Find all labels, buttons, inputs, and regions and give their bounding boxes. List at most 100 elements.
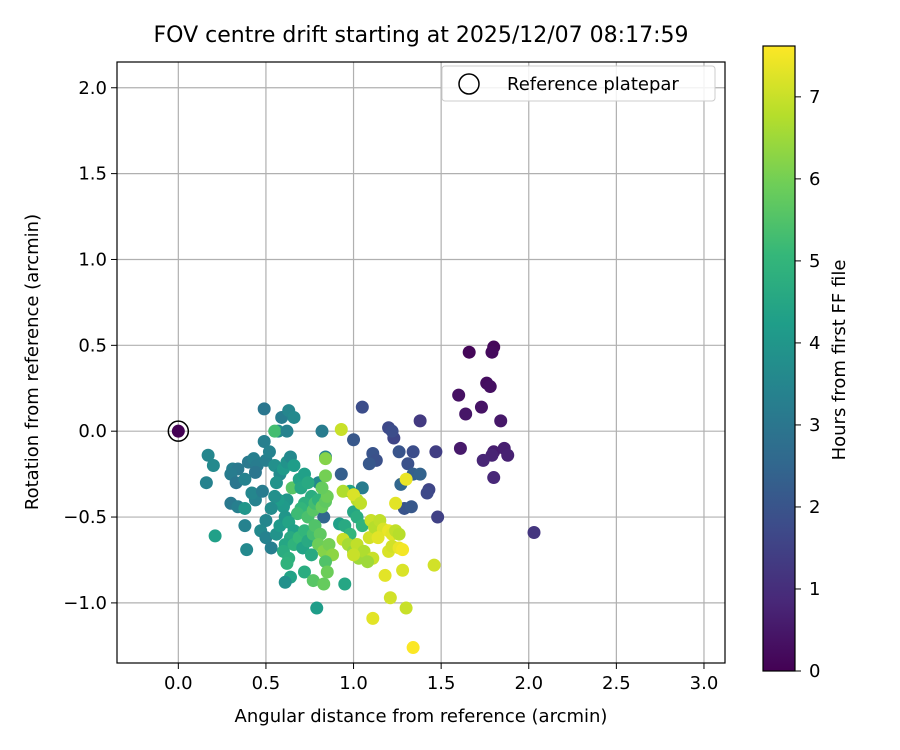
- legend: Reference platepar: [441, 65, 716, 102]
- data-point: [396, 563, 410, 577]
- data-point: [278, 575, 292, 589]
- data-point: [238, 472, 252, 486]
- data-point: [245, 486, 259, 500]
- data-point: [501, 448, 515, 462]
- data-point: [206, 459, 220, 473]
- data-point: [355, 400, 369, 414]
- data-point: [315, 424, 329, 438]
- data-point: [268, 489, 282, 503]
- data-point: [317, 510, 331, 524]
- reference-point: [171, 424, 185, 438]
- x-tick-label: 2.5: [602, 673, 631, 694]
- data-point: [487, 471, 501, 485]
- x-tick-label: 0.0: [164, 673, 193, 694]
- colorbar-tick-label: 2: [809, 497, 820, 518]
- data-point: [383, 591, 397, 605]
- colorbar: [762, 45, 796, 672]
- data-point: [301, 476, 315, 490]
- data-point: [319, 452, 333, 466]
- data-point: [427, 558, 441, 572]
- data-point: [280, 424, 294, 438]
- x-tick-label: 2.0: [514, 673, 543, 694]
- data-point: [476, 453, 490, 467]
- data-point: [406, 445, 420, 459]
- colorbar-tick-label: 1: [809, 579, 820, 600]
- data-point: [354, 496, 368, 510]
- data-point: [385, 424, 399, 438]
- data-point: [485, 345, 499, 359]
- y-axis-ticks: −1.0 −0.5 0.0 0.5 1.0 1.5 2.0: [63, 78, 117, 614]
- data-point: [392, 527, 406, 541]
- data-point: [297, 565, 311, 579]
- x-tick-label: 1.0: [339, 673, 368, 694]
- data-point: [313, 527, 327, 541]
- chart-title: FOV centre drift starting at 2025/12/07 …: [154, 23, 689, 48]
- data-point: [319, 469, 333, 483]
- data-point: [264, 541, 278, 555]
- data-point: [287, 410, 301, 424]
- y-tick-label: −0.5: [63, 507, 107, 528]
- data-point: [264, 501, 278, 515]
- data-point: [347, 433, 361, 447]
- data-points: [199, 340, 541, 655]
- data-point: [338, 577, 352, 591]
- colorbar-tick-label: 7: [809, 87, 820, 108]
- data-point: [453, 441, 467, 455]
- data-point: [290, 507, 304, 521]
- reference-point-layer: [167, 420, 190, 442]
- legend-marker: [458, 73, 480, 95]
- plot-area-frame: [116, 61, 726, 664]
- data-point: [334, 467, 348, 481]
- x-axis-ticks: 0.0 0.5 1.0 1.5 2.0 2.5 3.0: [164, 663, 718, 694]
- data-point: [413, 414, 427, 428]
- data-point: [255, 484, 269, 498]
- data-point: [401, 457, 415, 471]
- data-point: [452, 388, 466, 402]
- data-point: [392, 445, 406, 459]
- reference-point-ring: [167, 420, 190, 442]
- data-point: [355, 481, 369, 495]
- x-tick-label: 0.5: [252, 673, 281, 694]
- data-point: [259, 531, 273, 545]
- data-point: [268, 424, 282, 438]
- data-point: [371, 531, 385, 545]
- data-point: [399, 601, 413, 615]
- data-point: [259, 513, 273, 527]
- y-axis-label: Rotation from reference (arcmin): [22, 214, 43, 510]
- x-axis-label: Angular distance from reference (arcmin): [235, 706, 608, 727]
- data-point: [527, 525, 541, 539]
- data-point: [357, 544, 371, 558]
- y-tick-label: 1.0: [78, 249, 107, 270]
- data-point: [306, 574, 320, 588]
- data-point: [404, 500, 418, 514]
- data-point: [429, 445, 443, 459]
- data-point: [431, 510, 445, 524]
- data-point: [238, 519, 252, 533]
- y-tick-label: −1.0: [63, 593, 107, 614]
- data-point: [257, 434, 271, 448]
- y-tick-label: 0.0: [78, 421, 107, 442]
- x-tick-label: 1.5: [427, 673, 456, 694]
- data-point: [378, 568, 392, 582]
- data-point: [396, 543, 410, 557]
- data-point: [201, 448, 215, 462]
- data-point: [280, 556, 294, 570]
- data-point: [362, 457, 376, 471]
- data-point: [406, 641, 420, 655]
- data-point: [483, 380, 497, 394]
- data-point: [248, 465, 262, 479]
- data-point: [399, 472, 413, 486]
- data-point: [208, 529, 222, 543]
- data-point: [317, 577, 331, 591]
- data-point: [238, 501, 252, 515]
- legend-label: Reference platepar: [507, 74, 679, 95]
- data-point: [389, 496, 403, 510]
- data-point: [420, 486, 434, 500]
- colorbar-tick-label: 3: [809, 415, 820, 436]
- colorbar-tick-label: 5: [809, 251, 820, 272]
- colorbar-ticks: 0 1 2 3 4 5 6 7: [795, 87, 820, 682]
- data-point: [334, 422, 348, 436]
- data-point: [262, 445, 276, 459]
- x-tick-label: 3.0: [690, 673, 719, 694]
- colorbar-tick-label: 4: [809, 333, 820, 354]
